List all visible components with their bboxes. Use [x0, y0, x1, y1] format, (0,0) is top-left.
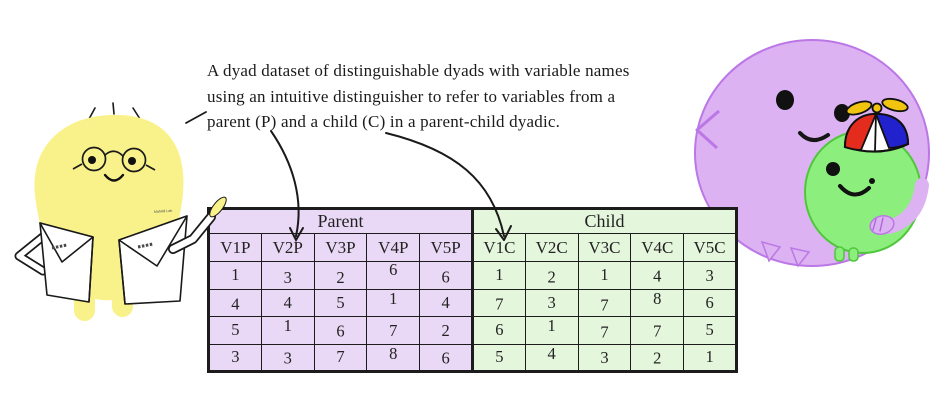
- table-cell: 6: [419, 261, 473, 290]
- table-cell: 3: [577, 343, 632, 372]
- parent-blob-foot: [760, 240, 782, 263]
- scientist-blob-character: MaNMl Lab: [14, 102, 227, 321]
- scientist-eye: [88, 156, 96, 164]
- parent-blob-arm: [695, 109, 720, 150]
- column-header: V2C: [524, 233, 579, 262]
- table-cell: 1: [470, 261, 526, 290]
- table-cell: 4: [524, 343, 579, 372]
- table-cell: 1: [366, 288, 421, 317]
- dyad-blob-characters: [694, 39, 930, 268]
- table-cell: 3: [683, 261, 737, 290]
- table-cell: 7: [630, 316, 685, 345]
- table-cell: 2: [630, 343, 685, 372]
- table-cell: 7: [313, 343, 368, 372]
- coat-pocket-dash: [51, 243, 68, 250]
- column-header: V2P: [260, 233, 315, 262]
- caption: A dyad dataset of distinguishable dyads …: [207, 58, 687, 135]
- table-cell: 8: [366, 343, 421, 372]
- column-header: V4C: [630, 233, 685, 262]
- table-cell: 4: [630, 261, 685, 290]
- table-cell: 6: [313, 316, 368, 345]
- parent-blob-eye: [834, 104, 850, 122]
- table-cell: 8: [630, 288, 685, 317]
- column-header: V5P: [419, 233, 473, 262]
- parent-blob-foot: [789, 246, 811, 268]
- propeller-hat-icon: [843, 97, 910, 153]
- child-blob-eye: [826, 162, 840, 176]
- table-cell: 2: [313, 261, 368, 290]
- hair-strokes-icon: [88, 102, 141, 120]
- column-header: V3P: [313, 233, 368, 262]
- table-cell: 4: [419, 288, 473, 317]
- table-cell: 7: [366, 316, 421, 345]
- child-blob-eye: [869, 178, 875, 184]
- column-header: V5C: [683, 233, 737, 262]
- table-cell: 3: [524, 288, 579, 317]
- column-header-row: V1P V2P V3P V4P V5P V1C V2C V3C V4C V5C: [208, 233, 737, 262]
- group-header-row: Parent Child: [208, 208, 738, 234]
- scientist-right-arm-sleeve: [169, 213, 215, 253]
- table-cell: 4: [260, 288, 315, 317]
- table-cell: 1: [260, 316, 315, 345]
- lab-coat: [39, 215, 188, 305]
- column-header: V4P: [366, 233, 421, 262]
- table-cell: 4: [208, 288, 262, 317]
- coat-label-text: MaNMl Lab: [154, 209, 173, 214]
- child-blob-foot: [848, 247, 859, 262]
- table-cell: 5: [313, 288, 368, 317]
- table-cell: 1: [683, 343, 737, 372]
- glasses-icon: [72, 146, 156, 173]
- table-cell: 5: [208, 316, 262, 345]
- child-blob-foot: [834, 246, 845, 262]
- table-cell: 3: [208, 343, 262, 372]
- column-header: V3C: [577, 233, 632, 262]
- scientist-left-arm-sleeve: [16, 232, 48, 274]
- table-cell: 5: [683, 316, 737, 345]
- child-blob-smile: [838, 184, 871, 197]
- caption-line: using an intuitive distinguisher to refe…: [207, 86, 616, 106]
- table-cell: 6: [419, 343, 473, 372]
- column-header: V1P: [208, 233, 262, 262]
- table-cell: 1: [577, 261, 632, 290]
- table-cell: 6: [366, 261, 421, 290]
- parent-group-header: Parent: [208, 208, 473, 234]
- table-cell: 3: [260, 343, 315, 372]
- caption-line: parent (P) and a child (C) in a parent-c…: [207, 112, 561, 131]
- child-group-header: Child: [470, 208, 738, 234]
- table-cell: 3: [260, 261, 315, 290]
- table-cell: 6: [470, 316, 526, 345]
- table-cell: 7: [577, 288, 632, 317]
- table-cell: 2: [524, 261, 579, 290]
- column-header: V1C: [470, 233, 526, 262]
- scientist-eye: [128, 157, 136, 165]
- table-cell: 7: [470, 288, 526, 317]
- table-cell: 7: [577, 316, 632, 345]
- parent-blob-smile: [798, 131, 830, 142]
- coat-pocket-dash: [137, 242, 154, 249]
- table-cell: 5: [470, 343, 526, 372]
- scientist-mouth: [103, 173, 125, 182]
- caption-line: A dyad dataset of distinguishable dyads …: [207, 61, 630, 80]
- parent-blob-eye: [776, 90, 794, 110]
- table-cell: 1: [524, 316, 579, 345]
- pointing-finger: [209, 196, 227, 218]
- parent-blob-hand-fingers: [872, 217, 884, 232]
- table-cell: 2: [419, 316, 473, 345]
- table-cell: 6: [683, 288, 737, 317]
- dyad-table: Parent Child V1P V2P V3P V4P V5P V1C V2C V3C V4C…: [207, 207, 738, 373]
